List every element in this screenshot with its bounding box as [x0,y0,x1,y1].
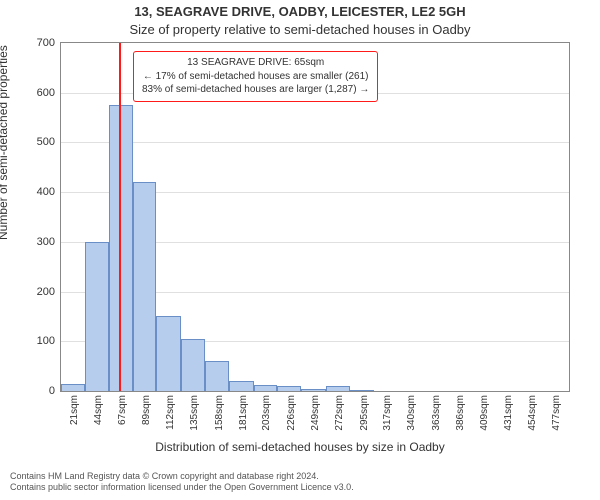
histogram-plot: 010020030040050060070021sqm44sqm67sqm89s… [60,42,570,392]
gridline [61,142,569,143]
x-tick-label: 431sqm [503,395,514,431]
info-box-line-3: 83% of semi-detached houses are larger (… [142,83,369,97]
x-tick-label: 203sqm [261,395,272,431]
x-tick-label: 317sqm [382,395,393,431]
x-tick-label: 249sqm [310,395,321,431]
x-axis-label: Distribution of semi-detached houses by … [0,440,600,454]
x-tick-label: 135sqm [189,395,200,431]
y-tick-label: 700 [37,37,55,49]
x-tick-label: 295sqm [359,395,370,431]
x-tick-label: 21sqm [69,395,80,425]
histogram-bar [301,389,325,391]
reference-line [119,43,121,391]
x-tick-label: 477sqm [551,395,562,431]
attribution: Contains HM Land Registry data © Crown c… [10,471,590,494]
x-tick-label: 112sqm [165,395,176,430]
y-tick-label: 500 [37,136,55,148]
page-subtitle: Size of property relative to semi-detach… [0,22,600,37]
y-axis-label: Number of semi-detached properties [0,45,10,240]
x-tick-label: 89sqm [141,395,152,425]
histogram-bar [326,386,350,391]
x-tick-label: 181sqm [238,395,249,431]
y-tick-label: 200 [37,286,55,298]
histogram-bar [181,339,205,391]
y-tick-label: 400 [37,186,55,198]
x-tick-label: 340sqm [406,395,417,431]
y-tick-label: 100 [37,335,55,347]
x-tick-label: 158sqm [214,395,225,431]
info-box-line-1: 13 SEAGRAVE DRIVE: 65sqm [142,56,369,70]
histogram-bar [156,316,180,391]
x-tick-label: 386sqm [455,395,466,431]
histogram-bar [205,361,229,391]
y-tick-label: 300 [37,236,55,248]
histogram-bar [254,385,277,391]
x-tick-label: 363sqm [431,395,442,431]
attribution-line-2: Contains public sector information licen… [10,482,590,494]
x-tick-label: 44sqm [93,395,104,425]
histogram-bar [133,182,156,391]
info-box: 13 SEAGRAVE DRIVE: 65sqm ← 17% of semi-d… [133,51,378,102]
x-tick-label: 67sqm [117,395,128,425]
attribution-line-1: Contains HM Land Registry data © Crown c… [10,471,590,483]
y-tick-label: 600 [37,87,55,99]
histogram-bar [85,242,108,391]
x-tick-label: 409sqm [479,395,490,431]
x-tick-label: 454sqm [527,395,538,431]
info-box-line-2: ← 17% of semi-detached houses are smalle… [142,70,369,84]
histogram-bar [350,390,374,391]
page-title-address: 13, SEAGRAVE DRIVE, OADBY, LEICESTER, LE… [0,4,600,19]
x-tick-label: 226sqm [286,395,297,431]
histogram-bar [229,381,253,391]
y-tick-label: 0 [49,385,55,397]
histogram-bar [277,386,301,391]
histogram-bar [61,384,85,391]
x-tick-label: 272sqm [334,395,345,431]
